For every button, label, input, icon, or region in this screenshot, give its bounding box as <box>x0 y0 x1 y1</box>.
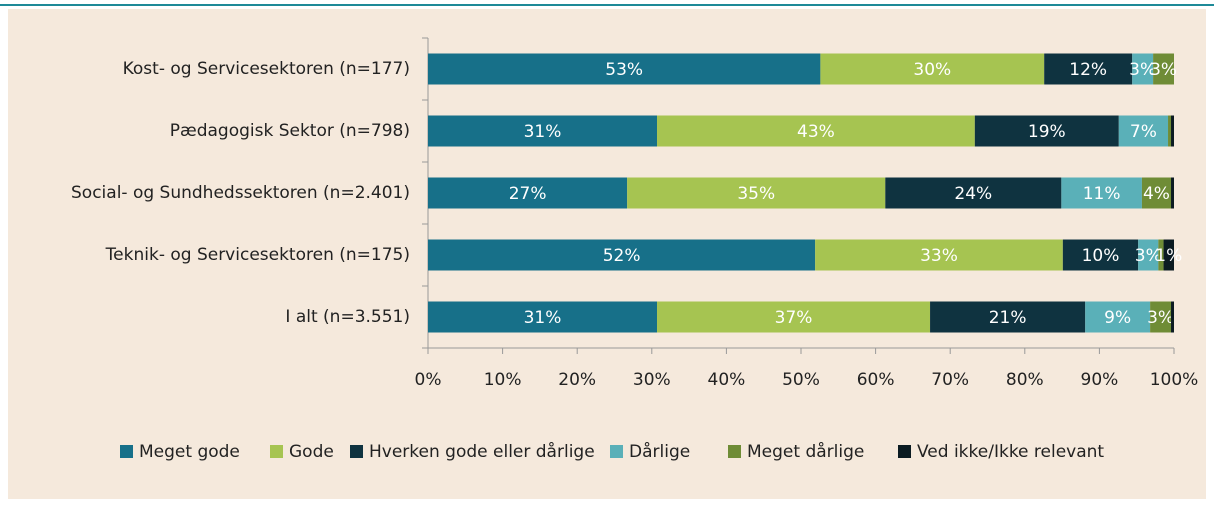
bar-segment <box>1171 115 1174 147</box>
bar-segment <box>1044 53 1133 85</box>
data-label: 31% <box>524 308 562 328</box>
data-label: 12% <box>1069 60 1107 80</box>
bar-segment <box>974 115 1119 147</box>
data-label: 33% <box>920 246 958 266</box>
legend-swatch <box>728 445 741 458</box>
x-tick-label: 50% <box>782 370 820 390</box>
x-tick-label: 40% <box>708 370 746 390</box>
x-tick-label: 60% <box>857 370 895 390</box>
y-tick-label: Pædagogisk Sektor (n=798) <box>170 121 410 141</box>
legend-swatch <box>270 445 283 458</box>
legend-label: Hverken gode eller dårlige <box>369 441 595 462</box>
bar-segment <box>1158 239 1164 271</box>
bar-segment <box>885 177 1062 209</box>
legend-swatch <box>120 445 133 458</box>
x-tick-label: 20% <box>558 370 596 390</box>
bar-segment <box>815 239 1063 271</box>
data-label: 27% <box>509 184 547 204</box>
bar-segment <box>1085 301 1151 333</box>
data-label: 21% <box>989 308 1027 328</box>
legend-label: Ved ikke/Ikke relevant <box>917 442 1104 462</box>
data-label: 11% <box>1083 184 1121 204</box>
y-tick-label: Teknik- og Servicesektoren (n=175) <box>105 245 410 265</box>
bar-segment <box>627 177 886 209</box>
x-tick-label: 30% <box>633 370 671 390</box>
data-label: 19% <box>1028 122 1066 142</box>
bar-segment <box>428 53 821 85</box>
bar-segment <box>1061 177 1142 209</box>
bar-segment <box>1132 53 1154 85</box>
bar-segment <box>657 301 931 333</box>
data-label: 30% <box>913 60 951 80</box>
y-tick-label: Social- og Sundhedssektoren (n=2.401) <box>71 183 410 203</box>
bar-segment <box>1138 239 1159 271</box>
data-label: 3% <box>1150 60 1177 80</box>
data-label: 3% <box>1147 308 1174 328</box>
bar-segment <box>1163 239 1174 271</box>
legend-label: Meget gode <box>139 442 240 462</box>
bar-segment <box>1171 301 1174 333</box>
y-tick-label: Kost- og Servicesektoren (n=177) <box>123 59 410 79</box>
bar-segment <box>1168 115 1172 147</box>
x-tick-label: 0% <box>415 370 442 390</box>
bar-segment <box>820 53 1045 85</box>
legend-label: Meget dårlige <box>747 441 864 462</box>
x-tick-label: 10% <box>484 370 522 390</box>
data-label: 43% <box>797 122 835 142</box>
y-tick-label: I alt (n=3.551) <box>285 307 410 327</box>
legend-swatch <box>610 445 623 458</box>
bar-segment <box>1062 239 1139 271</box>
bar-segment <box>428 301 658 333</box>
legend-swatch <box>350 445 363 458</box>
data-label: 37% <box>775 308 813 328</box>
data-label: 1% <box>1155 246 1182 266</box>
bar-segment <box>1150 301 1172 333</box>
data-label: 52% <box>603 246 641 266</box>
data-label: 35% <box>737 184 775 204</box>
x-tick-label: 70% <box>931 370 969 390</box>
top-rule <box>0 4 1214 6</box>
data-label: 7% <box>1130 122 1157 142</box>
bar-segment <box>428 239 816 271</box>
bar-segment <box>1171 177 1174 209</box>
legend-label: Dårlige <box>629 441 690 462</box>
bar-segment <box>1141 177 1172 209</box>
data-label: 24% <box>954 184 992 204</box>
data-label: 3% <box>1135 246 1162 266</box>
data-label: 31% <box>524 122 562 142</box>
data-label: 53% <box>605 60 643 80</box>
x-tick-label: 90% <box>1081 370 1119 390</box>
bar-segment <box>657 115 975 147</box>
bar-segment <box>1118 115 1169 147</box>
data-label: 4% <box>1143 184 1170 204</box>
legend-label: Gode <box>289 442 334 462</box>
x-tick-label: 80% <box>1006 370 1044 390</box>
data-label: 10% <box>1082 246 1120 266</box>
data-label: 3% <box>1129 60 1156 80</box>
bar-segment <box>428 115 658 147</box>
data-label: 9% <box>1104 308 1131 328</box>
bar-segment <box>1153 53 1174 85</box>
bar-segment <box>930 301 1086 333</box>
bar-segment <box>428 177 628 209</box>
legend-swatch <box>898 445 911 458</box>
x-tick-label: 100% <box>1150 370 1199 390</box>
